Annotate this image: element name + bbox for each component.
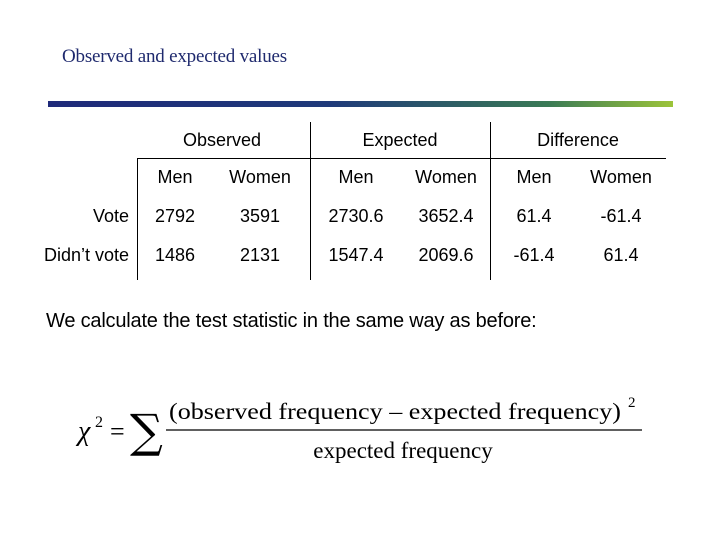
title-rule: [48, 101, 673, 107]
group-header-difference: Difference: [537, 130, 619, 150]
group-header-observed: Observed: [182, 130, 262, 150]
table-cell: -61.4: [600, 206, 642, 226]
equals-sign: =: [110, 417, 125, 446]
table-cell: 2730.6: [328, 206, 384, 226]
subheader-difference-women: Women: [590, 167, 652, 187]
table-cell: 1547.4: [328, 245, 384, 265]
subheader-expected-women: Women: [415, 167, 477, 187]
row-label-didnt-vote: Didn’t vote: [43, 245, 129, 265]
table-divider: [490, 122, 491, 280]
table-divider: [137, 158, 666, 159]
chi-square-formula: χ 2 = ∑ (observed frequency – expected f…: [75, 395, 642, 463]
table-cell: 1486: [154, 245, 196, 265]
table-divider: [137, 158, 138, 280]
table-cell: 61.4: [603, 245, 639, 265]
group-header-expected: Expected: [362, 130, 438, 150]
table-divider: [310, 122, 311, 280]
subheader-difference-men: Men: [516, 167, 552, 187]
table-cell: 2131: [239, 245, 281, 265]
subheader-observed-women: Women: [229, 167, 291, 187]
numerator-exponent: 2: [628, 395, 636, 411]
table-cell: 3591: [239, 206, 281, 226]
chi-symbol: χ: [75, 416, 91, 447]
sigma-icon: ∑: [130, 404, 163, 458]
chi-exponent: 2: [95, 414, 103, 431]
body-text: We calculate the test statistic in the s…: [46, 310, 537, 332]
table-cell: 2069.6: [418, 245, 474, 265]
subheader-observed-men: Men: [157, 167, 193, 187]
table-cell: 2792: [154, 206, 196, 226]
subheader-expected-men: Men: [338, 167, 374, 187]
row-label-vote: Vote: [92, 206, 129, 226]
table-cell: -61.4: [513, 245, 555, 265]
table-cell: 61.4: [516, 206, 552, 226]
table-cell: 3652.4: [418, 206, 474, 226]
formula-denominator: expected frequency: [313, 438, 493, 463]
formula-numerator: (observed frequency – expected frequency…: [169, 399, 621, 424]
slide-title: Observed and expected values: [62, 46, 287, 67]
